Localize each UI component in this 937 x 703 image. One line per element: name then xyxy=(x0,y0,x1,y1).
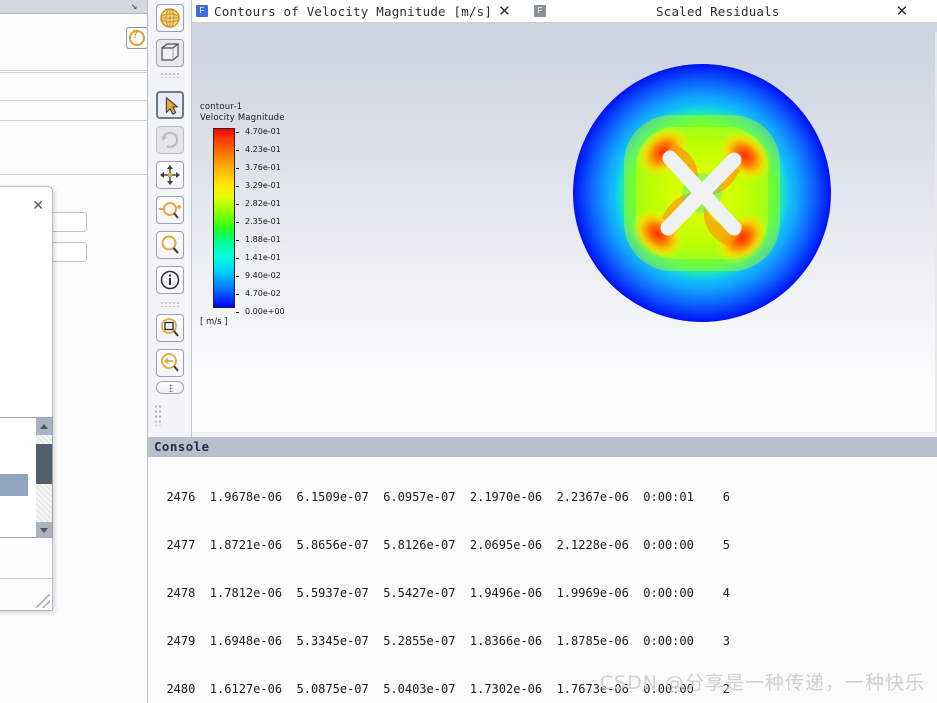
toolbar-drag-handle[interactable] xyxy=(156,381,184,394)
legend-units: [ m/s ] xyxy=(200,317,228,327)
dialog-list-box[interactable]: c xyxy=(0,417,53,539)
scroll-up-icon[interactable] xyxy=(36,418,52,435)
graphics-tab-bar: F Contours of Velocity Magnitude [m/s] ✕… xyxy=(192,0,937,22)
console-line: 2476 1.9678e-06 6.1509e-07 6.0957e-07 2.… xyxy=(152,490,730,504)
tab-label: Contours of Velocity Magnitude [m/s] xyxy=(214,3,493,19)
list-item-selected[interactable] xyxy=(0,474,28,496)
scroll-down-icon[interactable] xyxy=(36,522,52,539)
legend-tick: 4.70e-01 xyxy=(245,127,281,136)
toolbar-separator-2 xyxy=(160,301,180,307)
toolbar-separator-3 xyxy=(154,404,162,426)
tab-label: Scaled Residuals xyxy=(656,3,780,19)
velocity-contour-plot[interactable] xyxy=(562,48,842,338)
toolbar-separator xyxy=(160,72,180,78)
console-line: 2479 1.6948e-06 5.3345e-07 5.2855e-07 1.… xyxy=(152,634,730,648)
bounding-box-icon[interactable] xyxy=(156,39,184,67)
console-header: Console xyxy=(148,437,937,457)
legend-tick: 4.70e-02 xyxy=(245,289,281,298)
magnifier-icon[interactable] xyxy=(156,231,184,259)
legend-tick: 4.23e-01 xyxy=(245,145,281,154)
legend-ticks: 4.70e-01 4.23e-01 3.76e-01 3.29e-01 2.82… xyxy=(236,124,300,316)
graphics-right-edge xyxy=(935,32,937,432)
legend-color-bar xyxy=(213,128,235,308)
graphics-window[interactable]: contour-1 Velocity Magnitude 4.70e-01 4.… xyxy=(192,32,937,432)
select-cursor-icon[interactable] xyxy=(156,91,184,119)
console-line: 2477 1.8721e-06 5.8656e-07 5.8126e-07 2.… xyxy=(152,538,730,552)
zoom-back-icon[interactable] xyxy=(156,349,184,377)
legend-tick: 3.29e-01 xyxy=(245,181,281,190)
legend-tick: 2.82e-01 xyxy=(245,199,281,208)
legend-tick: 0.00e+00 xyxy=(245,307,285,316)
graphics-toolbar xyxy=(148,0,192,437)
tab-scaled-residuals[interactable]: F Scaled Residuals ✕ xyxy=(534,0,909,22)
fluent-grey-icon: F xyxy=(534,5,546,17)
console-line: 2480 1.6127e-06 5.0875e-07 5.0403e-07 1.… xyxy=(152,682,730,696)
legend-tick: 2.35e-01 xyxy=(245,217,281,226)
legend-object-name: contour-1 xyxy=(200,102,243,112)
list-scrollbar[interactable] xyxy=(36,418,52,539)
scrollbar-thumb[interactable] xyxy=(36,444,52,484)
left-sidebar-panel: ↘ ? review Mesh Motion... hod er-Specifi… xyxy=(0,0,148,703)
legend-variable-name: Velocity Magnitude xyxy=(200,113,285,123)
close-icon[interactable]: ✕ xyxy=(32,197,44,213)
tab-bar-strip xyxy=(192,22,937,32)
legend-tick: 1.88e-01 xyxy=(245,235,281,244)
console-output[interactable]: 2476 1.9678e-06 6.1509e-07 6.0957e-07 2.… xyxy=(148,457,937,703)
tab-contours-of-velocity-magnitude[interactable]: F Contours of Velocity Magnitude [m/s] ✕ xyxy=(196,0,511,22)
pan-icon[interactable] xyxy=(156,161,184,189)
collapse-icon[interactable]: ↘ xyxy=(130,0,138,12)
sidebar-titlebar: ↘ xyxy=(0,0,147,14)
dialog-footer xyxy=(0,538,54,611)
legend-tick: 3.76e-01 xyxy=(245,163,281,172)
close-icon[interactable]: ✕ xyxy=(895,2,909,20)
render-view-icon[interactable] xyxy=(156,4,184,32)
legend-tick: 9.40e-02 xyxy=(245,271,281,280)
zoom-to-box-icon[interactable] xyxy=(156,314,184,342)
legend-tick: 1.41e-01 xyxy=(245,253,281,262)
fluent-blue-icon: F xyxy=(196,5,208,17)
info-icon[interactable] xyxy=(156,266,184,294)
resize-grip[interactable] xyxy=(36,594,50,608)
help-icon[interactable]: ? xyxy=(126,27,147,49)
rotate-icon[interactable] xyxy=(156,126,184,154)
contour-color-legend: contour-1 Velocity Magnitude 4.70e-01 4.… xyxy=(200,102,300,327)
close-icon[interactable]: ✕ xyxy=(498,2,511,20)
console-line: 2478 1.7812e-06 5.5937e-07 5.5427e-07 1.… xyxy=(152,586,730,600)
zoom-inout-icon[interactable] xyxy=(156,196,184,224)
